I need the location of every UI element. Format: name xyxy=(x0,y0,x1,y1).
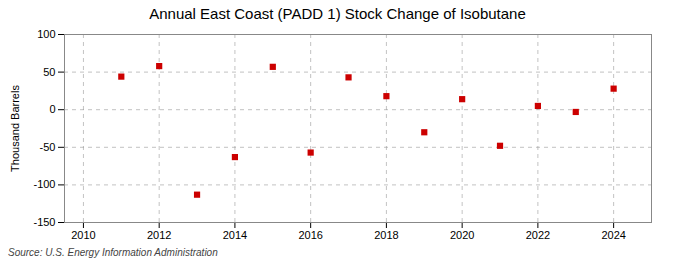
svg-text:100: 100 xyxy=(37,28,55,40)
svg-text:Thousand Barrels: Thousand Barrels xyxy=(9,85,21,172)
svg-text:2014: 2014 xyxy=(223,229,247,241)
svg-text:2018: 2018 xyxy=(374,229,398,241)
html-text:Annual East Coast (PADD 1) Sto: Annual East Coast (PADD 1) Stock Change … xyxy=(149,5,526,22)
svg-text:2020: 2020 xyxy=(450,229,474,241)
svg-text:2012: 2012 xyxy=(147,229,171,241)
html-text:Source: U.S. Energy Informatio: Source: U.S. Energy Information Administ… xyxy=(8,247,218,258)
svg-text:-150: -150 xyxy=(33,216,55,228)
svg-text:2016: 2016 xyxy=(298,229,322,241)
svg-text:2010: 2010 xyxy=(71,229,95,241)
svg-text:50: 50 xyxy=(43,66,55,78)
svg-text:2022: 2022 xyxy=(526,229,550,241)
svg-text:2024: 2024 xyxy=(601,229,625,241)
svg-text:-100: -100 xyxy=(33,178,55,190)
svg-text:-50: -50 xyxy=(40,141,56,153)
svg-text:0: 0 xyxy=(49,103,55,115)
